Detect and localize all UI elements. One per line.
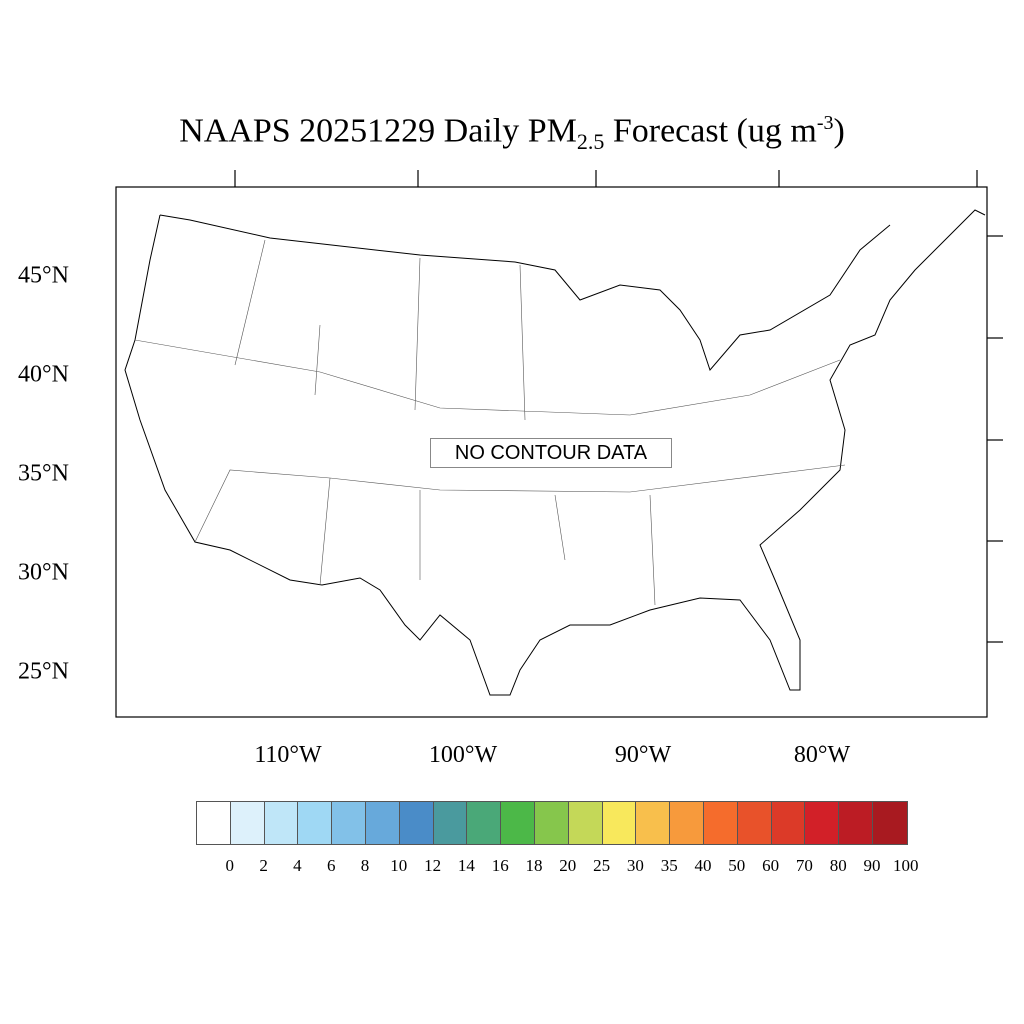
lon-label: 80°W xyxy=(793,742,851,768)
colorbar-label: 18 xyxy=(525,856,543,875)
colorbar-swatch xyxy=(365,802,400,844)
colorbar-label: 4 xyxy=(293,856,302,875)
colorbar-swatch xyxy=(230,802,265,844)
lon-label: 90°W xyxy=(614,742,672,768)
colorbar-label: 8 xyxy=(360,856,370,875)
colorbar-label: 50 xyxy=(728,856,746,875)
lat-label: 40°N xyxy=(18,361,69,388)
colorbar-label: 6 xyxy=(326,856,336,875)
colorbar-label: 30 xyxy=(626,856,644,875)
colorbar-label: 2 xyxy=(259,856,268,875)
colorbar-swatch xyxy=(399,802,434,844)
colorbar-label: 100 xyxy=(893,856,919,875)
lat-label: 45°N xyxy=(18,262,69,289)
colorbar-swatch xyxy=(771,802,806,844)
lon-label: 100°W xyxy=(428,742,498,768)
colorbar-swatch xyxy=(197,802,231,844)
colorbar-swatch xyxy=(332,802,366,844)
colorbar-label: 12 xyxy=(424,856,442,875)
colorbar-label: 40 xyxy=(694,856,712,875)
colorbar-swatch xyxy=(501,802,535,844)
lat-label: 30°N xyxy=(18,559,69,586)
colorbar-swatch xyxy=(264,802,299,844)
colorbar xyxy=(196,801,908,845)
state-borders xyxy=(134,239,846,606)
us-outline xyxy=(124,209,986,696)
colorbar-swatch xyxy=(703,802,738,844)
colorbar-label: 14 xyxy=(457,856,475,875)
colorbar-label: 80 xyxy=(829,856,847,875)
lat-label: 35°N xyxy=(18,460,69,487)
colorbar-swatch xyxy=(467,802,502,844)
map-title: NAAPS 20251229 Daily PM2.5 Forecast (ug … xyxy=(179,112,845,155)
colorbar-label: 60 xyxy=(762,856,780,875)
colorbar-swatch xyxy=(602,802,637,844)
colorbar-label: 70 xyxy=(795,856,813,875)
colorbar-label: 90 xyxy=(863,856,881,875)
lat-label: 25°N xyxy=(18,658,69,685)
map-frame xyxy=(115,186,988,718)
colorbar-swatch xyxy=(872,802,907,844)
colorbar-swatch xyxy=(737,802,772,844)
colorbar-label: 20 xyxy=(559,856,577,875)
no-contour-data-message: NO CONTOUR DATA xyxy=(430,438,672,468)
colorbar-swatch xyxy=(433,802,468,844)
colorbar-label: 35 xyxy=(660,856,678,875)
colorbar-swatch xyxy=(839,802,873,844)
colorbar-swatch xyxy=(568,802,603,844)
colorbar-label: 16 xyxy=(491,856,509,875)
lon-label: 110°W xyxy=(254,742,322,768)
colorbar-swatch xyxy=(805,802,840,844)
colorbar-label: 0 xyxy=(225,856,235,875)
colorbar-swatch xyxy=(534,802,569,844)
colorbar-label: 25 xyxy=(593,856,611,875)
colorbar-swatch xyxy=(670,802,704,844)
colorbar-swatch xyxy=(636,802,671,844)
colorbar-label: 10 xyxy=(390,856,408,875)
colorbar-swatch xyxy=(298,802,333,844)
